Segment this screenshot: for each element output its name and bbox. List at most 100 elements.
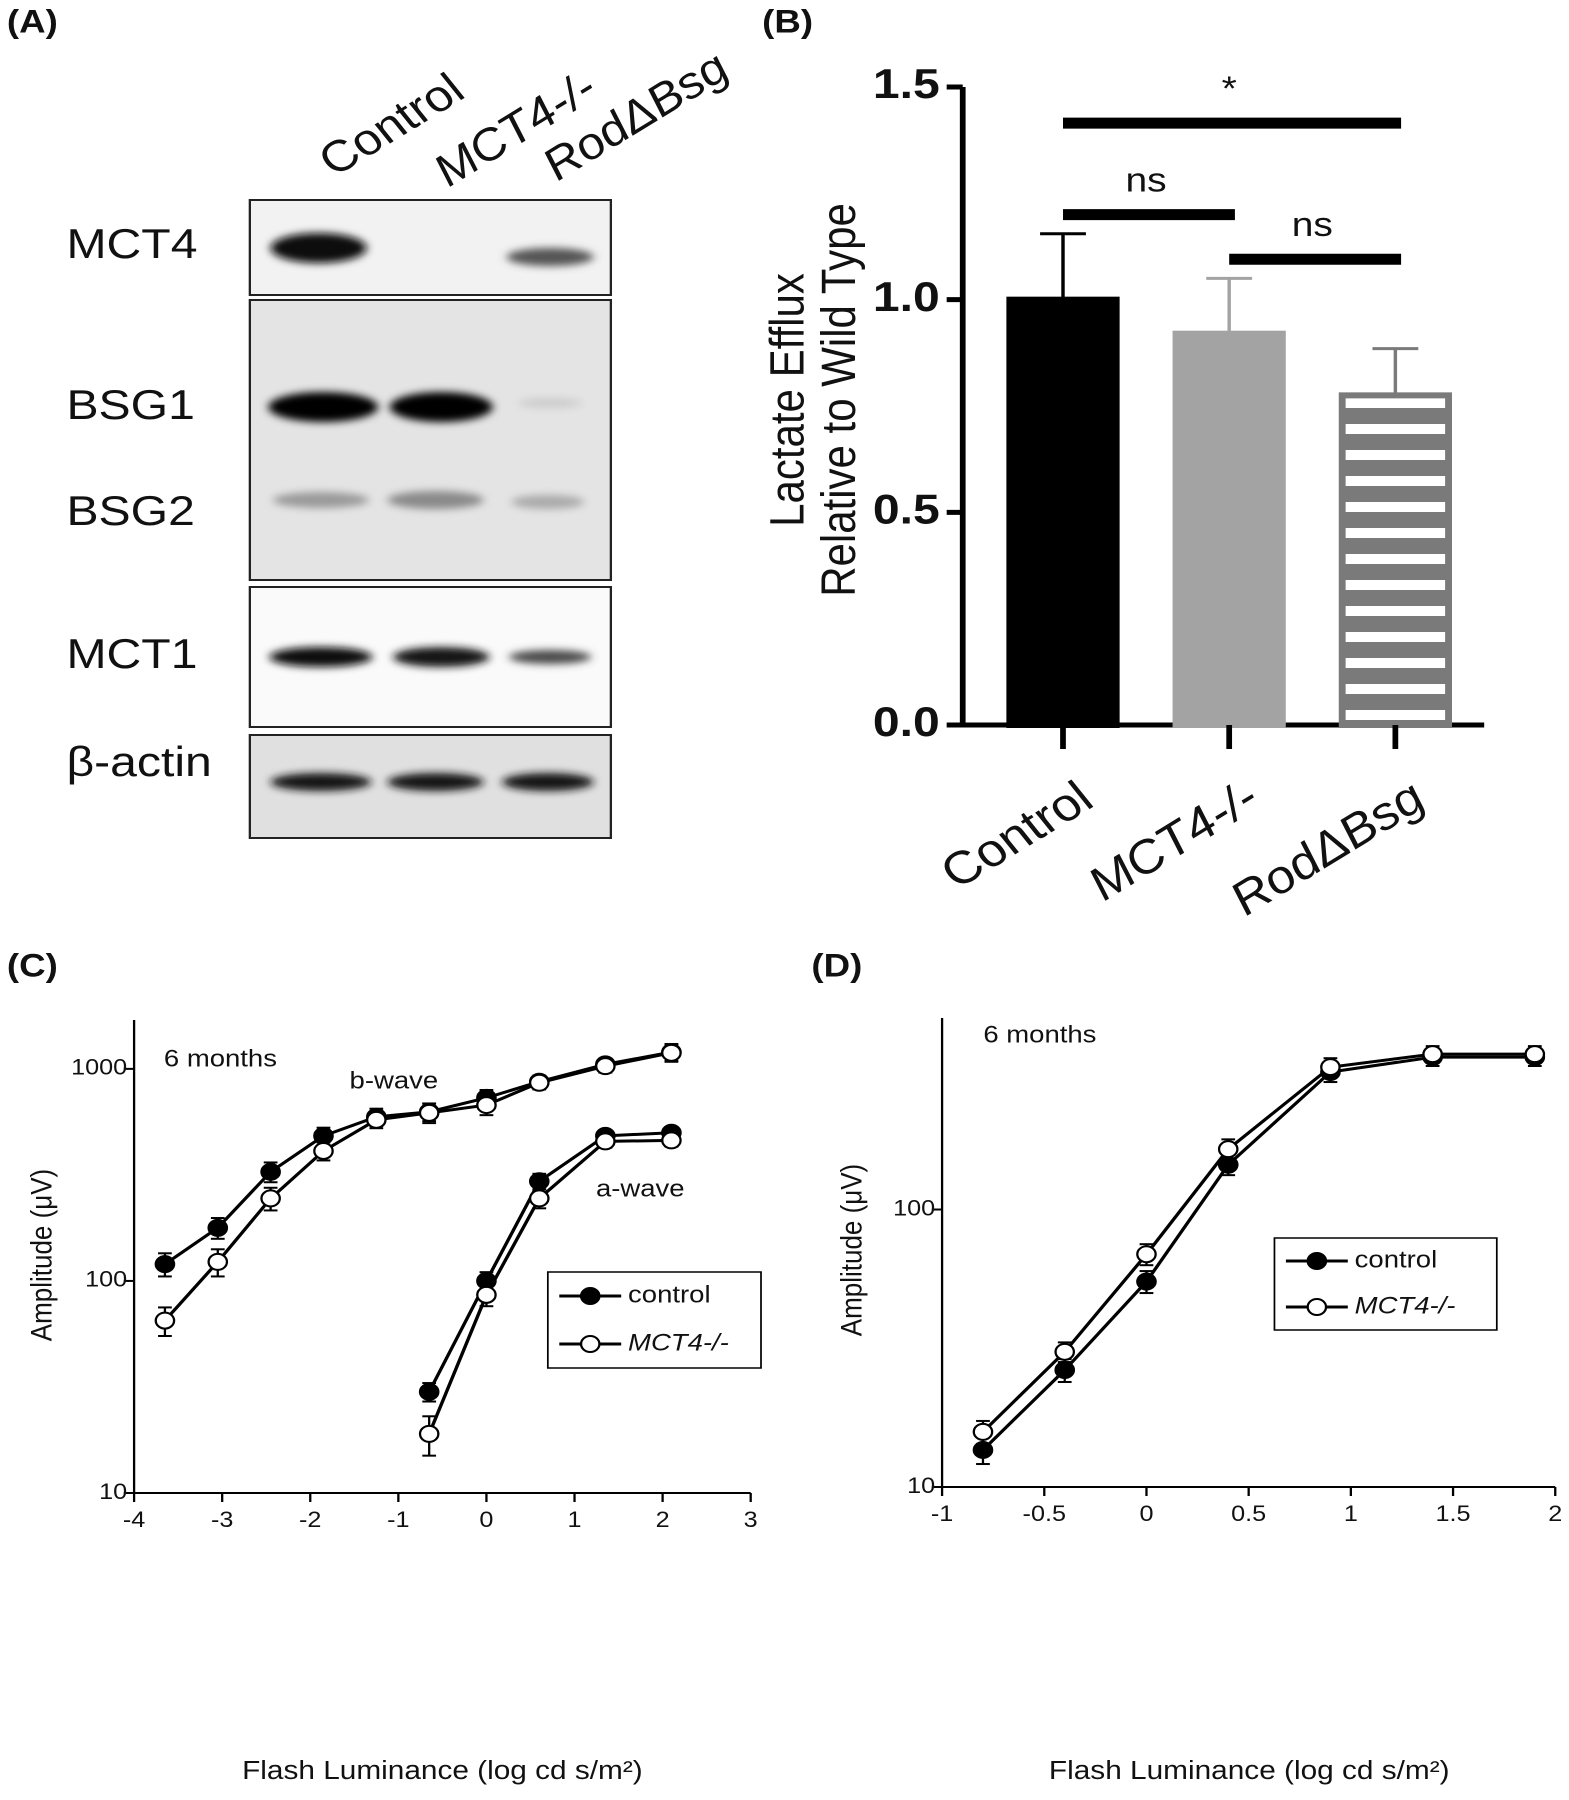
bar [1172,330,1286,728]
panel-label: (D) [811,949,862,984]
band-labels: MCT4 BSG1 BSG2 MCT1 β-actin [66,220,211,785]
annotation: 6 months [983,1022,1096,1048]
band [387,773,484,791]
legend-marker [579,1287,601,1305]
band [518,398,583,408]
y-tick-label: 10 [907,1474,935,1498]
band-label: β-actin [66,738,211,785]
band [270,233,367,263]
marker [595,1132,616,1151]
x-tick-label: -2 [299,1508,321,1532]
marker [1422,1045,1443,1064]
band [268,392,379,422]
x-axis-label: Flash Luminance (log cd s/m²) [242,1756,643,1785]
x-tick-label: -0.5 [1023,1502,1066,1526]
legend-marker [579,1335,601,1353]
series-line [163,1051,672,1322]
marker [476,1285,497,1304]
band-label: MCT1 [66,630,197,677]
x-tick-label: 0 [1139,1502,1153,1526]
legend-label: control [1355,1247,1438,1273]
band [508,650,592,664]
marker [1136,1245,1157,1264]
x-tick-label: Control [930,771,1103,898]
marker [1054,1361,1076,1380]
marker [1524,1045,1546,1064]
y-tick-label: 0.0 [873,698,940,745]
annotation: b-wave [350,1068,439,1094]
x-tick-label: 2 [1548,1502,1562,1526]
x-tick-label: 1.5 [1436,1502,1471,1526]
marker [313,1141,334,1160]
y-axis-label: Amplitude (μV) [25,1169,58,1341]
blot-membranes [248,199,613,839]
legend-label: MCT4-/- [628,1330,729,1356]
marker [595,1057,616,1076]
x-tick-label: 0 [479,1508,493,1532]
y-axis-label: Lactate Efflux [760,273,814,527]
marker [418,1103,440,1122]
marker [661,1131,682,1150]
band [511,495,585,509]
legend-box [546,1271,762,1369]
y-tick-label: 1000 [71,1056,127,1080]
annotation: a-wave [596,1176,685,1202]
x-tick-label: -4 [123,1508,145,1532]
marker [661,1043,682,1062]
band [272,492,370,508]
marker [476,1096,497,1115]
band [389,392,493,422]
legend-marker [1306,1298,1328,1316]
x-tick-label: 0.5 [1231,1502,1266,1526]
band [506,248,594,266]
marker [1054,1342,1076,1361]
legend-label: control [628,1282,711,1308]
panel-label: (C) [7,949,58,984]
y-axis-label: Relative to Wild Type [811,203,865,597]
marker [154,1311,176,1330]
band-label: MCT4 [66,220,197,267]
marker [154,1255,176,1274]
panel-label: (B) [762,5,813,40]
x-tick-label: -1 [387,1508,409,1532]
panel-label: (A) [7,5,58,40]
band-label: BSG2 [66,487,194,534]
marker [207,1252,229,1271]
band [393,647,490,667]
y-axis-label: Amplitude (μV) [835,1164,868,1336]
marker [260,1162,281,1181]
bar [1006,296,1120,728]
lane-labels: Control MCT4-/- RodΔBsg [309,43,740,196]
significance-label: ns [1292,206,1333,244]
marker [207,1218,229,1237]
band [269,647,373,667]
blot-bands [268,233,594,791]
marker [418,1382,440,1401]
legend-marker [1306,1252,1328,1270]
x-tick-label: 1 [568,1508,582,1532]
x-tick-label: 1 [1344,1502,1358,1526]
y-tick-label: 1.5 [873,60,940,107]
band-label: BSG1 [66,381,194,428]
band [270,773,372,791]
x-axis-label: Flash Luminance (log cd s/m²) [1049,1756,1450,1785]
y-tick-label: 100 [893,1197,935,1221]
significance-label: * [1222,69,1237,107]
y-tick-label: 10 [99,1480,127,1504]
y-tick-label: 100 [85,1268,127,1292]
marker [1217,1140,1239,1159]
annotation: 6 months [164,1046,277,1072]
significance-label: ns [1126,161,1167,199]
band [501,773,594,791]
legend-label: MCT4-/- [1355,1293,1456,1319]
marker [1136,1272,1157,1291]
x-tick-label: 2 [656,1508,670,1532]
marker [528,1172,550,1191]
x-tick-label: -3 [211,1508,233,1532]
marker [366,1110,387,1129]
marker [418,1424,440,1443]
y-tick-label: 0.5 [873,485,940,532]
membrane [248,299,613,581]
